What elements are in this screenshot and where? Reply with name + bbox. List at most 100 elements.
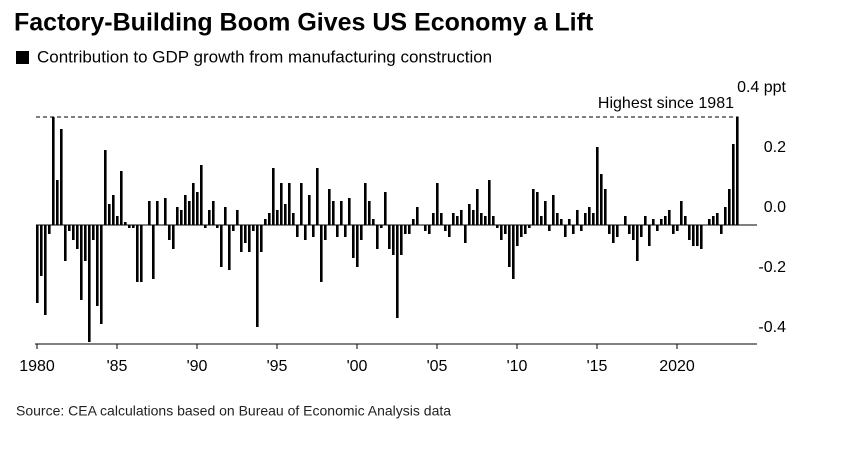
bar xyxy=(88,225,91,342)
bar xyxy=(276,210,279,225)
x-tick-label: '10 xyxy=(507,358,528,375)
bar xyxy=(108,204,111,225)
bar xyxy=(676,225,679,231)
bar xyxy=(500,225,503,240)
bar xyxy=(576,210,579,225)
bar xyxy=(480,213,483,225)
bar xyxy=(164,198,167,225)
bar xyxy=(64,225,67,261)
bar xyxy=(632,225,635,240)
bar xyxy=(544,201,547,225)
bar xyxy=(256,225,259,327)
bar xyxy=(176,207,179,225)
bar xyxy=(340,201,343,225)
bar xyxy=(204,225,207,228)
bar xyxy=(528,225,531,228)
bar xyxy=(716,213,719,225)
chart-subtitle: Contribution to GDP growth from manufact… xyxy=(37,47,492,66)
bar xyxy=(148,201,151,225)
bar xyxy=(284,204,287,225)
bar xyxy=(720,225,723,234)
bar xyxy=(332,201,335,225)
bar xyxy=(696,225,699,246)
bar xyxy=(396,225,399,318)
bar xyxy=(112,195,115,225)
bar xyxy=(124,222,127,225)
bar xyxy=(264,219,267,225)
bar xyxy=(188,201,191,225)
bar xyxy=(564,225,567,237)
bar xyxy=(568,219,571,225)
bar xyxy=(484,216,487,225)
bar xyxy=(288,183,291,225)
bar xyxy=(600,174,603,225)
bar xyxy=(312,225,315,237)
bar xyxy=(92,225,95,240)
bar xyxy=(604,189,607,225)
bar xyxy=(412,219,415,225)
bar xyxy=(548,225,551,231)
bar xyxy=(476,189,479,225)
bar xyxy=(368,201,371,225)
bar xyxy=(516,225,519,246)
bar xyxy=(504,225,507,234)
x-tick-label: '15 xyxy=(587,358,608,375)
bar xyxy=(352,225,355,258)
bar xyxy=(56,180,59,225)
bar xyxy=(68,225,71,231)
bar xyxy=(648,225,651,246)
x-tick-label: '95 xyxy=(267,358,288,375)
source-note: Source: CEA calculations based on Bureau… xyxy=(16,403,451,419)
bar xyxy=(660,219,663,225)
bar xyxy=(700,225,703,249)
bar xyxy=(644,216,647,225)
bar xyxy=(44,225,47,315)
bar xyxy=(688,225,691,240)
bar xyxy=(492,216,495,225)
bar xyxy=(200,165,203,225)
bar xyxy=(640,225,643,237)
bar xyxy=(428,225,431,234)
bar xyxy=(520,225,523,237)
bar xyxy=(120,171,123,225)
bar xyxy=(464,225,467,243)
bar xyxy=(36,225,39,303)
bar xyxy=(216,225,219,228)
bar xyxy=(220,225,223,267)
bar xyxy=(372,219,375,225)
bar xyxy=(496,225,499,228)
bar xyxy=(404,225,407,234)
bar xyxy=(116,216,119,225)
bar xyxy=(304,225,307,240)
bar xyxy=(308,195,311,225)
x-tick-label: 2020 xyxy=(659,358,695,375)
bar xyxy=(392,225,395,255)
bar xyxy=(668,210,671,225)
bar xyxy=(724,207,727,225)
bar xyxy=(232,225,235,231)
bar xyxy=(684,216,687,225)
bar xyxy=(672,225,675,234)
bar xyxy=(84,225,87,261)
bar xyxy=(556,213,559,225)
bar xyxy=(168,225,171,240)
bar xyxy=(48,225,51,234)
bar xyxy=(72,225,75,240)
bar xyxy=(472,210,475,225)
bar xyxy=(380,225,383,228)
bar xyxy=(172,225,175,249)
bar xyxy=(612,225,615,243)
annotation-label: Highest since 1981 xyxy=(598,95,734,112)
bar xyxy=(624,216,627,225)
bar xyxy=(424,225,427,231)
bar xyxy=(316,168,319,225)
bar xyxy=(360,225,363,240)
bar xyxy=(652,219,655,225)
bar xyxy=(76,225,79,249)
bar xyxy=(212,201,215,225)
bar xyxy=(180,210,183,225)
bar xyxy=(540,216,543,225)
bar xyxy=(596,147,599,225)
bar xyxy=(712,216,715,225)
